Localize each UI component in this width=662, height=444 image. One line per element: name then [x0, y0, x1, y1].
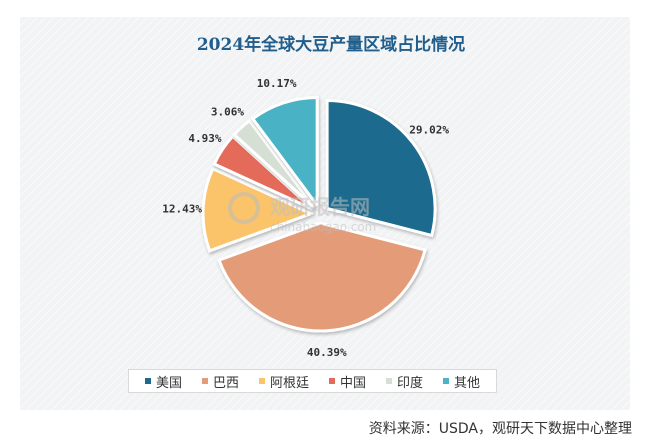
- legend-label: 中国: [339, 375, 366, 391]
- pie-slice-1: [325, 98, 437, 238]
- pie-value-label-2: 40.39%: [307, 346, 347, 359]
- legend-item-5: 印度: [385, 372, 423, 391]
- pie-value-label-5: 3.06%: [211, 106, 244, 119]
- legend-label: 巴西: [212, 375, 239, 391]
- pie-value-label-6: 10.17%: [257, 77, 297, 90]
- chart-title: 2024年全球大豆产量区域占比情况: [196, 35, 466, 55]
- pie-slice-2: [217, 221, 427, 333]
- legend-swatch: [328, 378, 335, 384]
- legend-swatch: [144, 378, 151, 384]
- legend-item-3: 阿根廷: [258, 372, 309, 391]
- pie-labels: 29.02% 40.39% 12.43% 4.93% 3.06% 10.17%: [162, 77, 449, 359]
- pie-value-label-4: 4.93%: [188, 132, 221, 145]
- pie-value-label-3: 12.43%: [162, 203, 202, 216]
- legend-swatch: [258, 378, 265, 384]
- pie-slice-5: [232, 118, 316, 209]
- pie-value-label-1: 29.02%: [409, 123, 449, 136]
- chart-panel: [20, 17, 630, 410]
- legend-swatch: [442, 378, 449, 384]
- legend-label: 美国: [155, 375, 182, 391]
- legend-swatch: [201, 378, 208, 384]
- watermark-domain: chinabaogao.com: [270, 220, 376, 234]
- legend-label: 阿根廷: [269, 375, 309, 391]
- legend: 美国 巴西 阿根廷 中国 印度 其他: [128, 369, 497, 393]
- legend-item-1: 美国: [144, 372, 182, 391]
- watermark-logo-icon: [228, 192, 260, 224]
- legend-swatch: [385, 378, 392, 384]
- pie-slice-6: [250, 95, 319, 210]
- watermark-brand: 观研报告网: [270, 195, 370, 219]
- legend-label: 其他: [453, 375, 480, 391]
- pie-slice-4: [212, 134, 314, 211]
- legend-item-6: 其他: [442, 372, 480, 391]
- legend-label: 印度: [396, 375, 423, 391]
- watermark: 观研报告网 chinabaogao.com: [228, 192, 376, 234]
- source-note: 资料来源：USDA，观研天下数据中心整理: [368, 421, 632, 437]
- legend-item-4: 中国: [328, 372, 366, 391]
- legend-item-2: 巴西: [201, 372, 239, 391]
